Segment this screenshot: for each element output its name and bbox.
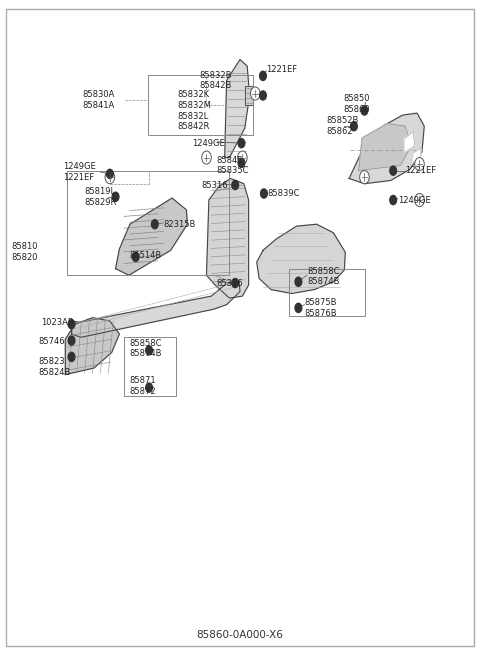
Circle shape xyxy=(68,352,75,362)
Bar xyxy=(289,269,365,316)
Text: 85850
85860: 85850 85860 xyxy=(343,94,370,114)
Text: 85845
85835C: 85845 85835C xyxy=(216,155,249,176)
Bar xyxy=(67,171,229,275)
Text: 85810
85820: 85810 85820 xyxy=(11,242,38,262)
Circle shape xyxy=(361,106,368,115)
Polygon shape xyxy=(225,60,250,158)
Circle shape xyxy=(260,91,266,100)
Circle shape xyxy=(202,151,211,164)
Text: 85871
85872: 85871 85872 xyxy=(129,377,156,396)
Circle shape xyxy=(415,158,424,171)
Text: 82315B: 82315B xyxy=(163,219,196,229)
Text: 85746: 85746 xyxy=(38,337,65,346)
Polygon shape xyxy=(206,178,249,298)
Text: 1221EF: 1221EF xyxy=(405,166,436,175)
Polygon shape xyxy=(413,148,421,163)
Polygon shape xyxy=(245,86,253,105)
Text: 85858C
85874B: 85858C 85874B xyxy=(129,339,161,358)
Text: 85514B: 85514B xyxy=(129,251,161,260)
Circle shape xyxy=(390,195,396,204)
Bar xyxy=(124,337,176,396)
Text: 1249GE: 1249GE xyxy=(398,196,431,204)
Circle shape xyxy=(107,170,113,178)
Circle shape xyxy=(132,252,139,261)
Circle shape xyxy=(68,336,75,345)
Circle shape xyxy=(146,383,153,392)
Text: 1249GE
1221EF: 1249GE 1221EF xyxy=(63,162,96,182)
Circle shape xyxy=(238,139,245,148)
Circle shape xyxy=(238,159,245,168)
Circle shape xyxy=(295,303,302,312)
Circle shape xyxy=(68,320,75,329)
Circle shape xyxy=(295,277,302,286)
Text: 85819L
85829R: 85819L 85829R xyxy=(84,187,117,207)
Circle shape xyxy=(251,87,260,100)
Circle shape xyxy=(112,192,119,201)
Circle shape xyxy=(261,189,267,198)
Polygon shape xyxy=(72,280,240,337)
Text: 85858C
85874B: 85858C 85874B xyxy=(307,267,339,286)
Text: 1249GE: 1249GE xyxy=(192,139,225,147)
Text: 85832K
85832M: 85832K 85832M xyxy=(178,90,212,110)
Polygon shape xyxy=(349,113,424,183)
Polygon shape xyxy=(65,318,120,375)
Text: 85852B
85862: 85852B 85862 xyxy=(326,117,359,136)
Circle shape xyxy=(390,166,396,175)
Circle shape xyxy=(360,171,369,183)
Text: 85823
85824B: 85823 85824B xyxy=(38,357,71,377)
Polygon shape xyxy=(405,132,415,153)
Text: 85839C: 85839C xyxy=(268,189,300,198)
Polygon shape xyxy=(359,124,411,171)
Text: 85316: 85316 xyxy=(216,278,243,288)
Bar xyxy=(148,75,253,135)
Circle shape xyxy=(232,180,239,189)
Text: 85832L
85842R: 85832L 85842R xyxy=(178,112,210,132)
Polygon shape xyxy=(257,224,345,293)
Circle shape xyxy=(350,122,357,131)
Text: 85832B
85842B: 85832B 85842B xyxy=(199,71,232,90)
Text: 85830A
85841A: 85830A 85841A xyxy=(82,90,114,110)
Circle shape xyxy=(260,71,266,81)
Polygon shape xyxy=(116,198,187,275)
Circle shape xyxy=(146,346,153,355)
Circle shape xyxy=(232,278,239,288)
Circle shape xyxy=(238,151,247,164)
Text: 1221EF: 1221EF xyxy=(266,65,298,74)
Text: 85316: 85316 xyxy=(202,181,228,189)
Circle shape xyxy=(105,171,115,183)
Text: 85875B
85876B: 85875B 85876B xyxy=(305,298,337,318)
Circle shape xyxy=(415,193,424,206)
Text: 85860-0A000-X6: 85860-0A000-X6 xyxy=(197,630,283,640)
Circle shape xyxy=(152,219,158,229)
Text: 1023AB: 1023AB xyxy=(41,318,74,327)
